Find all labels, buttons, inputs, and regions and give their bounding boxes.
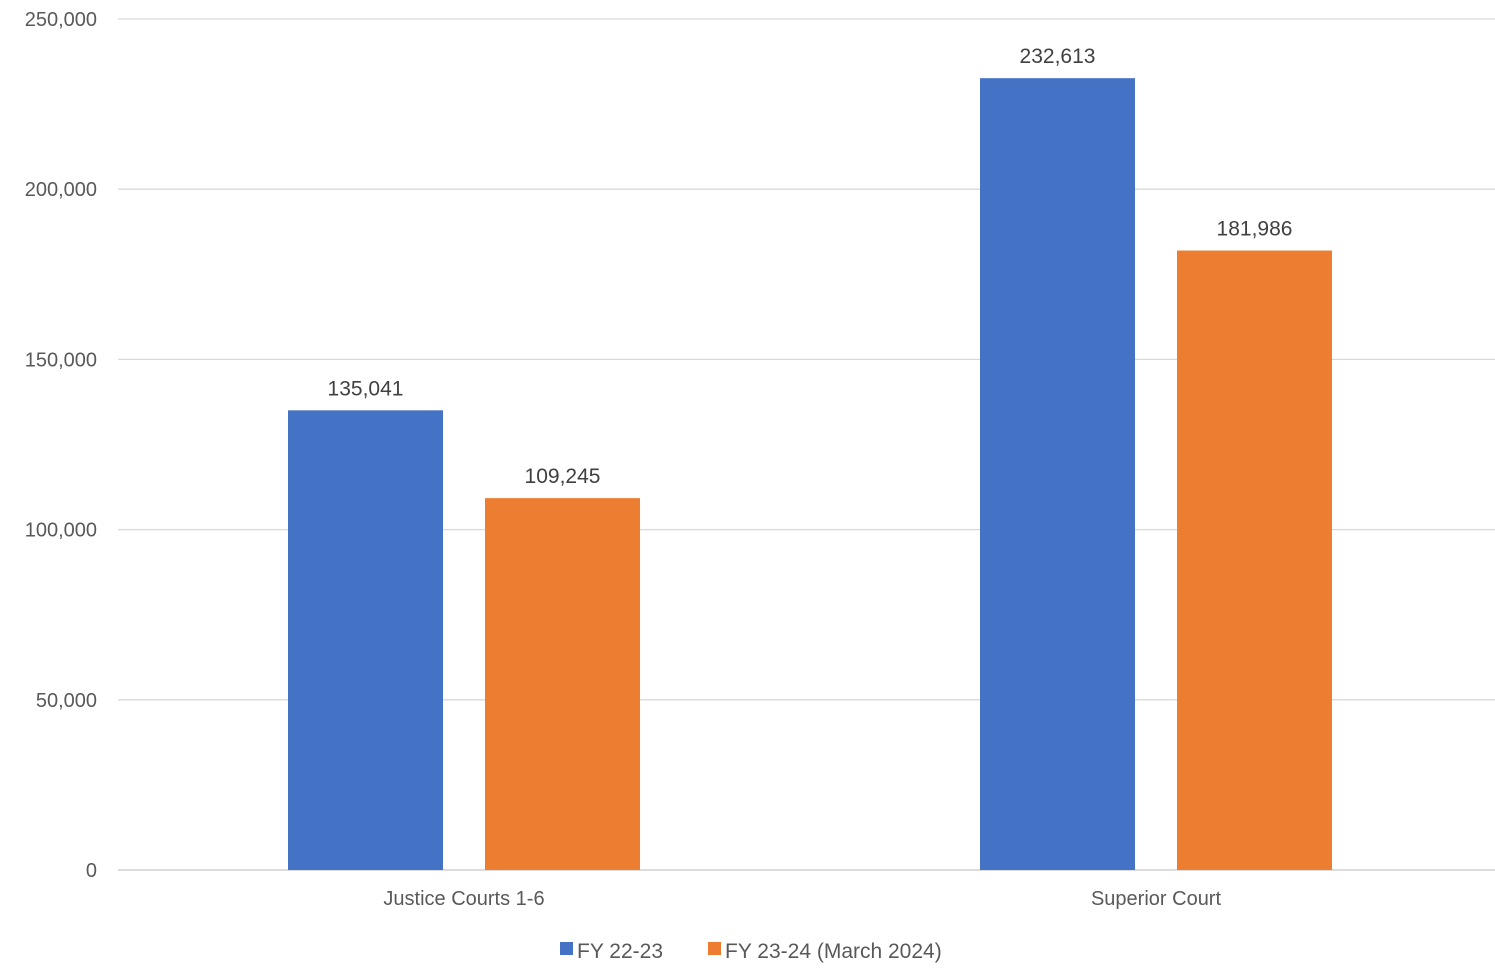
- y-tick-label: 200,000: [25, 179, 97, 201]
- y-tick-label: 50,000: [36, 690, 97, 712]
- x-category-label: Justice Courts 1-6: [383, 888, 544, 910]
- legend: FY 22-23 FY 23-24 (March 2024): [560, 940, 942, 963]
- bar: [980, 78, 1135, 870]
- y-tick-label: 0: [86, 860, 97, 882]
- y-tick-label: 100,000: [25, 520, 97, 542]
- data-label: 232,613: [1020, 45, 1096, 68]
- bar: [1177, 250, 1332, 870]
- legend-swatch: [708, 942, 721, 955]
- legend-label: FY 23-24 (March 2024): [725, 940, 942, 963]
- bars: [288, 78, 1332, 870]
- data-label: 135,041: [328, 377, 404, 400]
- data-label: 181,986: [1217, 218, 1293, 241]
- x-axis-category-labels: Justice Courts 1-6 Superior Court: [383, 888, 1221, 910]
- legend-label: FY 22-23: [577, 940, 663, 963]
- y-tick-label: 250,000: [25, 9, 97, 31]
- data-labels: 135,041 109,245 232,613 181,986: [328, 45, 1293, 488]
- x-category-label: Superior Court: [1091, 888, 1222, 910]
- bar: [288, 410, 443, 870]
- y-axis-tick-labels: 0 50,000 100,000 150,000 200,000 250,000: [25, 9, 97, 882]
- data-label: 109,245: [525, 465, 601, 488]
- bar: [485, 498, 640, 870]
- y-tick-label: 150,000: [25, 349, 97, 371]
- legend-swatch: [560, 942, 573, 955]
